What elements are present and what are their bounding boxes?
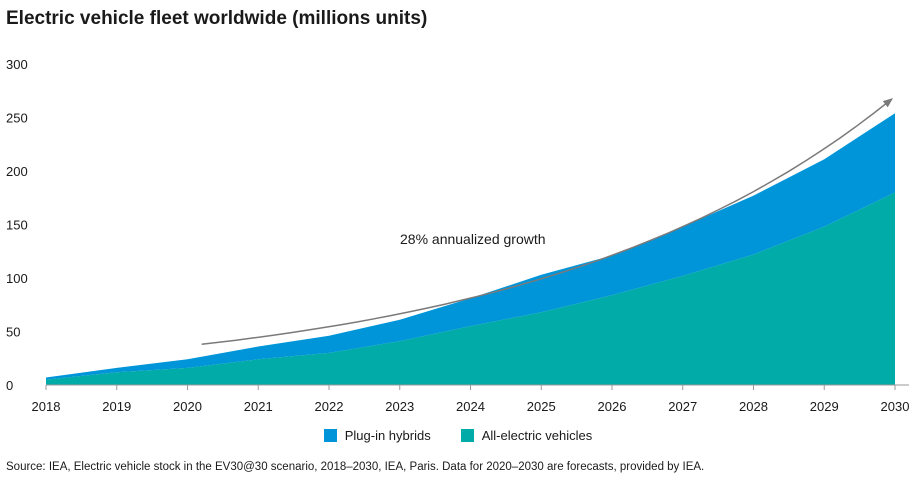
legend-item-all-electric: All-electric vehicles: [460, 428, 593, 443]
y-tick-label: 250: [6, 111, 28, 126]
x-tick-label: 2023: [385, 399, 414, 414]
growth-annotation: 28% annualized growth: [400, 231, 546, 247]
legend: Plug-in hybrids All-electric vehicles: [0, 428, 916, 443]
area-all-electric-vehicles: [46, 192, 895, 385]
x-tick-label: 2022: [315, 399, 344, 414]
legend-label-all-electric: All-electric vehicles: [481, 428, 593, 443]
x-tick-label: 2030: [881, 399, 910, 414]
x-tick-label: 2024: [456, 399, 485, 414]
x-tick-label: 2028: [739, 399, 768, 414]
y-tick-label: 100: [6, 271, 28, 286]
x-tick-label: 2021: [244, 399, 273, 414]
source-note: Source: IEA, Electric vehicle stock in t…: [6, 461, 705, 473]
y-tick-label: 50: [6, 325, 20, 340]
x-tick-label: 2029: [810, 399, 839, 414]
area-series: [46, 113, 895, 385]
x-tick-label: 2026: [598, 399, 627, 414]
x-tick-label: 2027: [668, 399, 697, 414]
chart-title: Electric vehicle fleet worldwide (millio…: [6, 8, 428, 29]
legend-item-plug-in-hybrids: Plug-in hybrids: [323, 428, 431, 443]
legend-swatch-plug-in-hybrids: [323, 429, 337, 442]
x-axis-ticks: [45, 385, 896, 390]
x-tick-label: 2019: [102, 399, 131, 414]
x-tick-label: 2018: [32, 399, 61, 414]
legend-label-plug-in-hybrids: Plug-in hybrids: [344, 428, 431, 443]
y-tick-label: 150: [6, 218, 28, 233]
x-tick-label: 2025: [527, 399, 556, 414]
y-tick-label: 200: [6, 164, 28, 179]
y-tick-label: 300: [6, 57, 28, 72]
y-axis-tick-labels: 0 50 100 150 200 250 300: [6, 57, 28, 393]
y-tick-label: 0: [6, 378, 13, 393]
x-axis-tick-labels: 2018 2019 2020 2021 2022 2023 2024 2025 2026 2027…: [32, 399, 910, 414]
growth-arrow: [201, 98, 894, 346]
legend-swatch-all-electric: [460, 429, 474, 442]
area-plug-in-hybrids: [46, 113, 895, 380]
x-tick-label: 2020: [173, 399, 202, 414]
